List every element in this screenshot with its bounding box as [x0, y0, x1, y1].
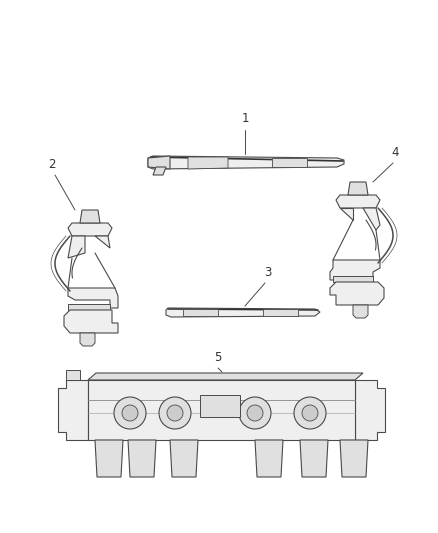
Polygon shape [148, 156, 344, 169]
Circle shape [302, 405, 318, 421]
Polygon shape [255, 440, 283, 477]
Text: 5: 5 [214, 351, 222, 364]
Polygon shape [128, 440, 156, 477]
Polygon shape [340, 208, 353, 220]
Circle shape [122, 405, 138, 421]
Polygon shape [333, 276, 373, 282]
Polygon shape [153, 167, 166, 175]
Polygon shape [340, 440, 368, 477]
Polygon shape [64, 310, 118, 333]
Polygon shape [336, 195, 380, 208]
Polygon shape [353, 305, 368, 318]
Polygon shape [80, 333, 95, 346]
Polygon shape [363, 208, 380, 230]
Circle shape [159, 397, 191, 429]
Polygon shape [300, 440, 328, 477]
Text: 4: 4 [391, 146, 399, 159]
Text: 3: 3 [264, 266, 272, 279]
Polygon shape [272, 158, 307, 167]
Polygon shape [68, 223, 112, 236]
Polygon shape [80, 210, 100, 223]
Polygon shape [188, 157, 228, 169]
Polygon shape [95, 236, 110, 248]
Polygon shape [183, 309, 218, 316]
Text: 2: 2 [48, 158, 56, 171]
Circle shape [247, 405, 263, 421]
Text: 1: 1 [241, 112, 249, 125]
Polygon shape [66, 370, 80, 380]
Polygon shape [330, 282, 384, 305]
Polygon shape [148, 156, 170, 169]
Polygon shape [88, 373, 363, 380]
Circle shape [167, 405, 183, 421]
Polygon shape [68, 304, 110, 310]
Circle shape [86, 290, 94, 298]
Circle shape [239, 397, 271, 429]
Circle shape [294, 397, 326, 429]
Polygon shape [58, 380, 88, 440]
Bar [200, 395, 240, 417]
Polygon shape [355, 380, 385, 440]
Polygon shape [330, 260, 380, 280]
Polygon shape [88, 380, 355, 440]
Polygon shape [68, 236, 85, 258]
Polygon shape [263, 309, 298, 316]
Polygon shape [348, 182, 368, 195]
Polygon shape [68, 288, 118, 308]
Polygon shape [95, 440, 123, 477]
Circle shape [349, 262, 357, 270]
Circle shape [114, 397, 146, 429]
Polygon shape [170, 440, 198, 477]
Polygon shape [166, 308, 320, 317]
